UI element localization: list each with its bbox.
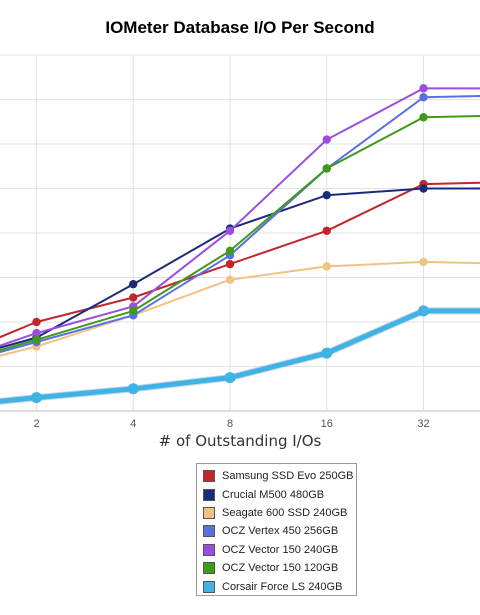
series-line [0,308,480,404]
data-point [224,372,236,384]
legend-label: Corsair Force LS 240GB [222,580,343,593]
data-point [32,317,41,327]
series-group [0,113,480,352]
legend-label: Crucial M500 480GB [222,488,325,501]
series-lines [0,84,480,405]
series-group [0,184,480,349]
x-tick-label: 2 [33,418,39,430]
series-line [0,95,480,354]
x-tick-label: 16 [321,418,333,430]
legend-swatch [203,543,215,556]
data-point [322,135,331,144]
data-point [322,190,331,200]
data-point [31,392,42,404]
legend-swatch [203,506,215,519]
data-point [129,306,138,316]
legend-item: Corsair Force LS 240GB [203,577,356,595]
legend-label: Seagate 600 SSD 240GB [222,506,348,519]
legend-swatch [203,470,215,483]
data-point [419,84,428,93]
series-line [0,187,480,349]
legend: Samsung SSD Evo 250GB Crucial M500 480GB S… [196,463,357,596]
data-point [32,335,41,344]
legend-item: OCZ Vertex 450 256GB [203,522,356,540]
data-point [322,262,331,271]
data-point [419,184,428,193]
series-group [0,93,480,354]
legend-item: Crucial M500 480GB [203,485,356,503]
data-point [32,328,41,338]
data-point [225,275,235,284]
legend-label: OCZ Vector 150 120GB [222,562,339,575]
x-axis: 2 4 8 16 32 [33,418,429,430]
data-point [129,293,138,302]
legend-swatch [203,562,215,575]
legend-item: OCZ Vector 150 120GB [203,559,356,577]
legend-label: Samsung SSD Evo 250GB [222,470,354,483]
data-point [418,305,429,317]
data-point [419,257,428,267]
data-point [225,226,235,235]
data-point [322,226,331,235]
legend-swatch [203,580,215,593]
data-point [225,259,235,269]
series-line [0,115,480,352]
data-point [419,113,428,122]
data-point [225,246,235,255]
data-point [129,279,138,289]
x-tick-label: 4 [130,418,136,430]
legend-swatch [203,488,215,501]
legend-item: OCZ Vector 150 240GB [203,541,356,559]
legend-item: Seagate 600 SSD 240GB [203,504,356,522]
x-tick-label: 8 [227,418,233,430]
legend-label: OCZ Vertex 450 256GB [222,525,339,538]
x-tick-label: 32 [417,418,429,430]
legend-label: OCZ Vector 150 240GB [222,543,339,556]
chart-title: IOMeter Database I/O Per Second [105,18,375,37]
x-axis-label: # of Outstanding I/Os [158,432,322,450]
series-group [0,257,480,357]
legend-swatch [203,525,215,538]
data-point [127,383,139,395]
series-line [0,87,480,347]
data-point [321,347,333,359]
series-group [0,305,480,405]
data-point [419,93,428,102]
legend-item: Samsung SSD Evo 250GB [203,467,356,485]
data-point [322,164,331,173]
